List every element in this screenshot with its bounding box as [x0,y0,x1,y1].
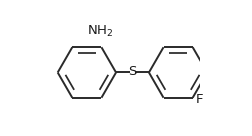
Text: F: F [195,93,202,106]
Text: NH$_2$: NH$_2$ [86,24,113,39]
Text: S: S [128,65,136,78]
